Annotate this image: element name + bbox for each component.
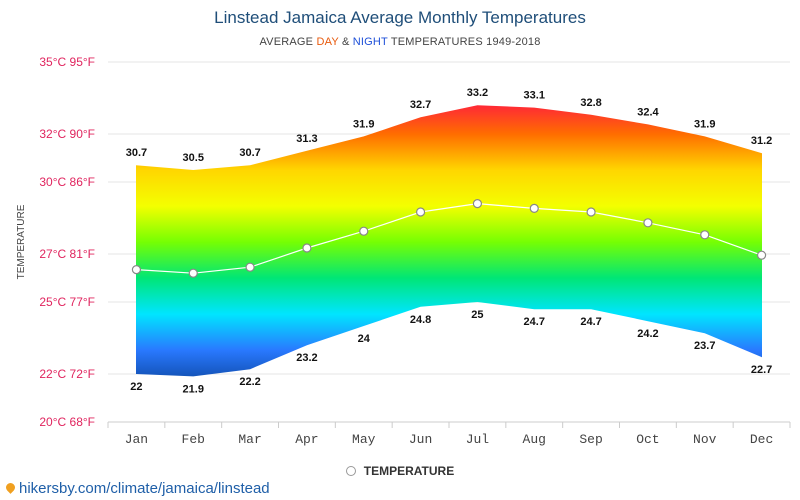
low-value-label: 24	[358, 333, 371, 345]
location-pin-icon	[4, 481, 17, 494]
source-link[interactable]: hikersby.com/climate/jamaica/linstead	[4, 480, 270, 497]
x-tick-label: Nov	[693, 432, 717, 447]
average-line	[136, 202, 762, 274]
x-tick-label: Mar	[238, 432, 261, 447]
average-point[interactable]	[586, 207, 596, 217]
x-tick-label: Dec	[750, 432, 773, 447]
subtitle-suffix: TEMPERATURES 1949-2018	[387, 36, 541, 48]
subtitle-night: NIGHT	[352, 36, 388, 48]
x-tick-label: Jun	[409, 432, 432, 447]
temperature-chart: 20°C 68°F 22°C 72°F 25°C 77°F 27°C 81°F 30°C…	[16, 55, 791, 447]
legend-marker-icon	[345, 466, 356, 476]
low-value-label: 23.7	[694, 340, 715, 352]
average-point[interactable]	[415, 207, 426, 217]
average-point[interactable]	[700, 230, 710, 240]
chart-title: Linstead Jamaica Average Monthly Tempera…	[214, 8, 586, 27]
y-tick-label: 30°C 86°F	[39, 175, 95, 189]
low-value-label: 24.7	[524, 316, 545, 328]
high-value-label: 31.2	[751, 135, 772, 147]
y-tick-label: 25°C 77°F	[39, 295, 95, 309]
x-tick-label: Sep	[579, 432, 602, 447]
subtitle-day: DAY	[316, 36, 339, 48]
y-tick-label: 20°C 68°F	[39, 415, 95, 429]
average-point[interactable]	[529, 203, 539, 213]
high-value-label: 30.7	[239, 147, 260, 159]
y-tick-label: 27°C 81°F	[39, 247, 95, 261]
high-value-label: 32.8	[580, 97, 601, 109]
high-value-label: 33.1	[524, 90, 545, 102]
subtitle-amp: &	[338, 36, 353, 48]
high-value-label: 33.2	[467, 87, 488, 99]
subtitle-prefix: AVERAGE	[259, 36, 317, 48]
x-tick-label: Jan	[125, 432, 148, 447]
low-value-label: 21.9	[183, 383, 204, 395]
average-point[interactable]	[131, 265, 142, 275]
average-point[interactable]	[643, 218, 653, 228]
low-value-label: 25	[471, 309, 483, 321]
high-value-label: 31.3	[296, 133, 317, 145]
low-value-label: 24.8	[410, 314, 431, 326]
x-tick-label: Jul	[466, 432, 490, 447]
high-value-label: 30.5	[183, 152, 204, 164]
y-tick-label: 35°C 95°F	[39, 55, 95, 69]
high-value-label: 30.7	[126, 147, 147, 159]
chart-legend[interactable]: TEMPERATURE	[0, 464, 800, 478]
temperature-band	[136, 105, 762, 377]
x-tick-label: Apr	[295, 432, 318, 447]
y-tick-label: 32°C 90°F	[39, 127, 95, 141]
low-value-label: 22.2	[239, 376, 260, 388]
x-tick-label: Oct	[636, 432, 659, 447]
x-tick-label: Aug	[523, 432, 546, 447]
high-value-label: 32.4	[637, 106, 659, 118]
average-point[interactable]	[188, 268, 198, 278]
low-value-label: 24.2	[637, 328, 658, 340]
high-value-label: 31.9	[694, 118, 715, 130]
average-point[interactable]	[302, 243, 312, 253]
legend-label: TEMPERATURE	[363, 464, 455, 478]
source-link-text: hikersby.com/climate/jamaica/linstead	[19, 480, 270, 497]
x-tick-label: Feb	[182, 432, 205, 447]
low-value-label: 24.7	[580, 316, 601, 328]
high-value-label: 32.7	[410, 99, 431, 111]
high-value-label: 31.9	[353, 118, 374, 130]
low-value-label: 22.7	[751, 364, 772, 376]
average-point[interactable]	[756, 250, 767, 260]
average-point[interactable]	[359, 226, 369, 236]
x-tick-label: May	[352, 432, 376, 447]
low-value-label: 22	[130, 381, 142, 393]
chart-subtitle: AVERAGE DAY & NIGHT TEMPERATURES 1949-20…	[0, 36, 800, 48]
low-value-label: 23.2	[296, 352, 317, 364]
average-point[interactable]	[245, 262, 255, 272]
y-tick-label: 22°C 72°F	[39, 367, 95, 381]
average-point[interactable]	[472, 199, 483, 209]
y-axis-title: TEMPERATURE	[16, 204, 27, 279]
